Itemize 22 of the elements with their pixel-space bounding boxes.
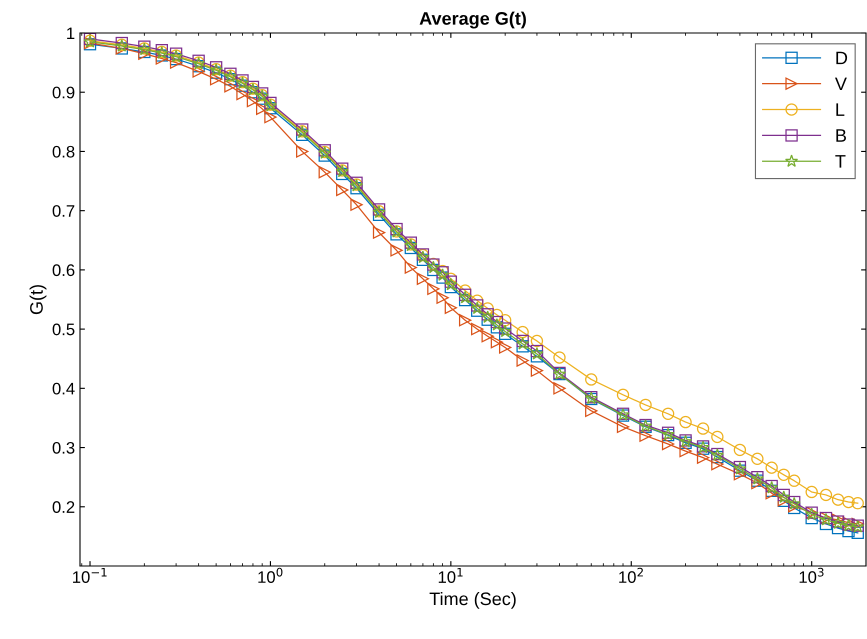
x-tick-label: 10$^{2}$ <box>619 568 643 583</box>
x-axis-title: Time (Sec) <box>430 592 516 609</box>
y-tick-label: 0.7 <box>52 205 74 217</box>
y-tick-label: 1 <box>67 28 74 40</box>
x-tick-label: 10$^{−1}$ <box>73 568 107 583</box>
x-tick-label: 10$^{3}$ <box>800 568 824 583</box>
y-tick-label: 0.6 <box>52 264 74 276</box>
y-axis-title: G(t) <box>30 285 46 314</box>
chart-title: Average G(t) <box>420 12 526 28</box>
y-tick-label: 0.8 <box>52 146 74 158</box>
x-tick-label: 10$^{0}$ <box>258 568 282 583</box>
y-tick-label: 0.3 <box>52 442 74 454</box>
legend-label: D <box>836 52 848 64</box>
legend-label: B <box>836 129 846 142</box>
y-tick-label: 0.2 <box>52 501 74 513</box>
legend-label: V <box>834 78 847 90</box>
legend-label: L <box>836 103 844 116</box>
y-tick-label: 0.9 <box>52 86 74 98</box>
y-tick-label: 0.4 <box>52 382 75 395</box>
y-tick-label: 0.5 <box>52 324 74 336</box>
x-tick-label: 10$^{1}$ <box>438 568 463 583</box>
legend-label: T <box>835 155 846 168</box>
